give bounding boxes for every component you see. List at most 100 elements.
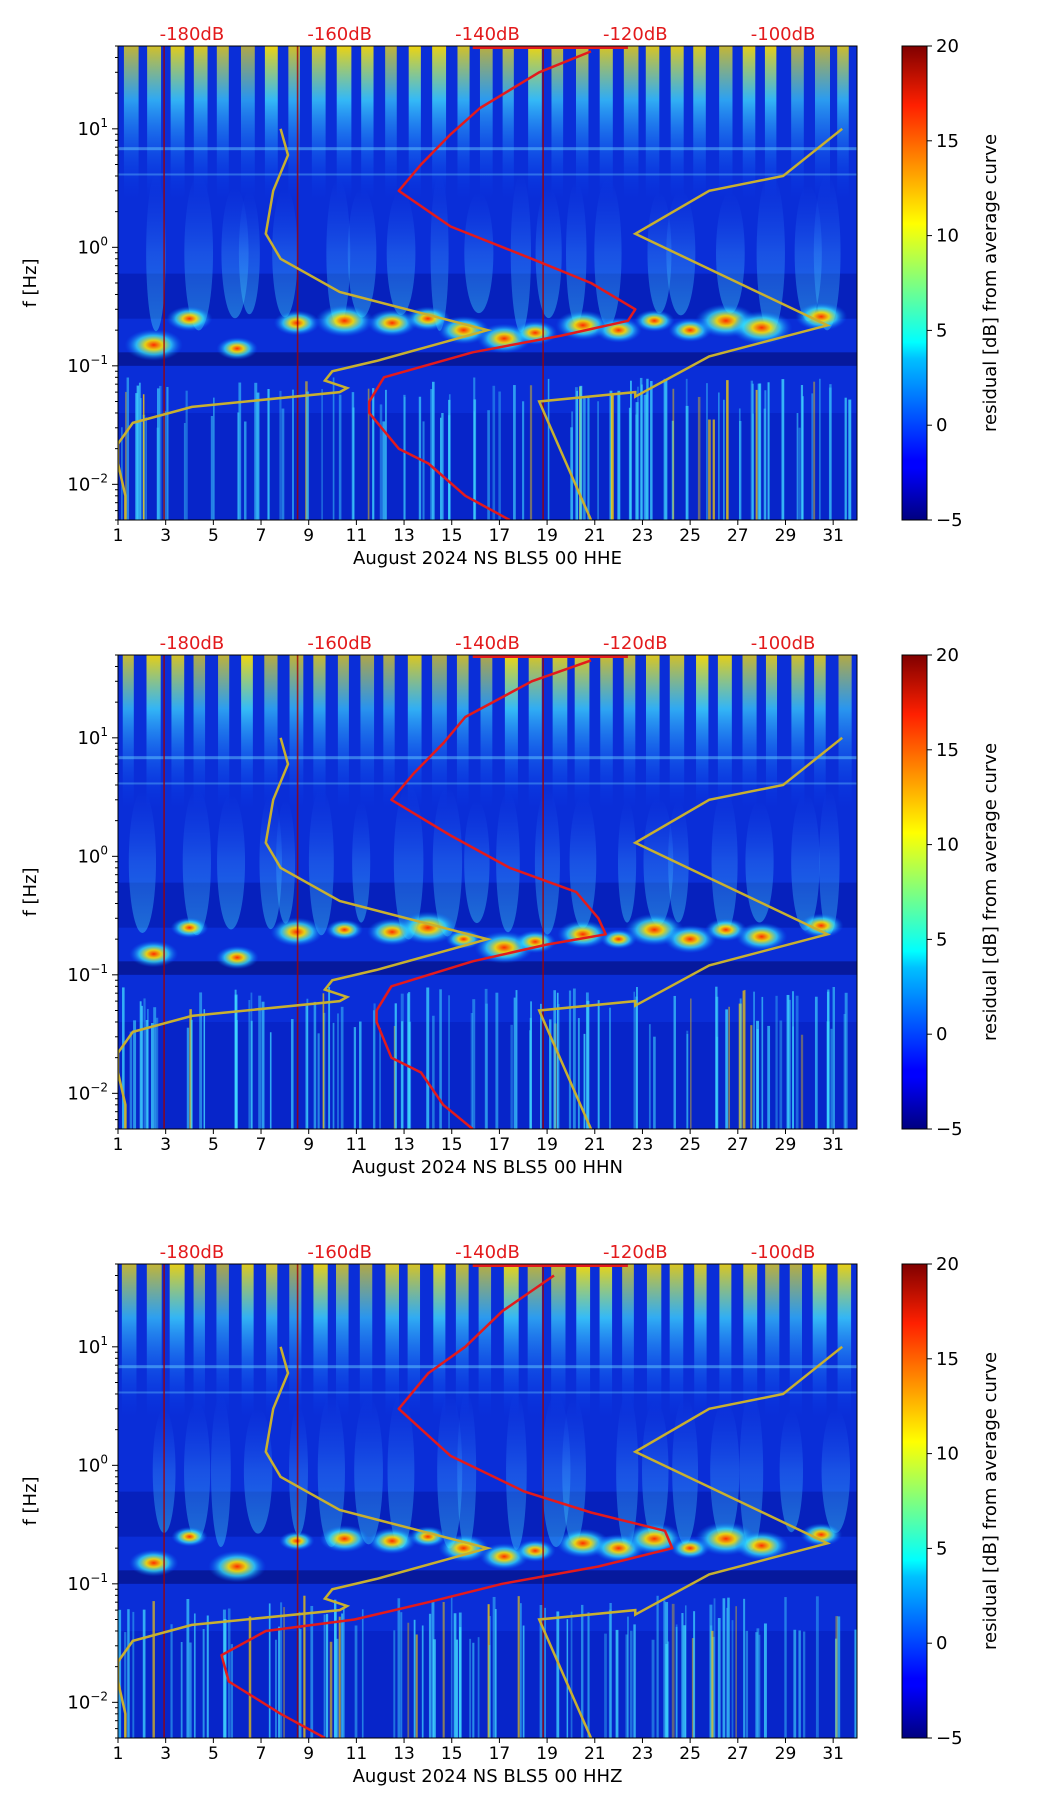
day-streak [218, 655, 230, 810]
lf-spike [183, 422, 186, 520]
x-tick-label: 1 [113, 1744, 124, 1764]
lf-spike [317, 1033, 320, 1129]
lf-spike [494, 1609, 497, 1738]
lf-spike [767, 382, 770, 520]
day-streak [289, 655, 304, 810]
lf-spike [455, 1639, 459, 1738]
lf-spike [574, 387, 578, 520]
glitch-line [542, 46, 544, 520]
plume [437, 1392, 463, 1549]
x-tick-label: 21 [584, 1744, 606, 1764]
db-scale-label: -160dB [307, 24, 372, 45]
lf-spike [292, 389, 294, 520]
db-scale-label: -140dB [455, 633, 520, 654]
plume [238, 191, 260, 315]
plume [794, 184, 822, 322]
microseism-blob [208, 1550, 267, 1583]
lf-spike [332, 1022, 335, 1129]
microseism-blob [438, 1534, 489, 1562]
plume [711, 789, 738, 935]
lf-spike [547, 378, 550, 520]
microseism-blob [270, 917, 324, 947]
lf-spike [450, 1597, 453, 1738]
day-streak [123, 46, 139, 201]
lf-spike [442, 1601, 445, 1738]
lf-spike [441, 413, 444, 520]
lf-spike [793, 1629, 797, 1738]
lf-spike [415, 1634, 418, 1738]
plume [616, 1392, 639, 1549]
lf-spike [155, 1017, 159, 1129]
spectrogram [118, 655, 857, 1129]
lf-spike [193, 1613, 196, 1738]
lf-spike [646, 378, 649, 520]
lf-spike [583, 1033, 586, 1129]
lf-spike [145, 1019, 149, 1129]
plume [289, 1406, 308, 1536]
lf-spike [758, 1634, 761, 1738]
lf-spike [152, 1601, 155, 1738]
lf-spike [303, 1595, 306, 1738]
lf-spike [354, 1625, 358, 1738]
lf-spike [755, 389, 758, 520]
noise-line [118, 782, 857, 785]
lf-spike [675, 1624, 678, 1738]
day-streak [742, 46, 756, 201]
lf-spike [470, 1012, 473, 1129]
median-psd-line [375, 659, 607, 1129]
lf-spike [517, 1596, 520, 1738]
lf-spike [549, 1019, 552, 1129]
microseism-blob [171, 1526, 208, 1547]
lf-spike [139, 1001, 142, 1129]
colorbar-tick-label: 20 [936, 1254, 959, 1275]
lf-spike [118, 1609, 122, 1738]
plume [184, 175, 214, 331]
day-streak [311, 46, 326, 201]
plume [710, 1400, 740, 1542]
lf-spike [834, 1638, 838, 1738]
lf-spike [635, 402, 639, 520]
lf-spike [529, 1030, 532, 1129]
x-tick-label: 1 [113, 526, 124, 546]
lf-spike [848, 399, 852, 520]
plume [276, 799, 296, 924]
lf-spike [767, 1025, 771, 1129]
plume [562, 1397, 586, 1544]
x-tick-label: 31 [822, 1135, 844, 1155]
plume [643, 797, 674, 926]
lf-spike [278, 1626, 281, 1738]
x-tick-label: 15 [441, 1135, 463, 1155]
lf-spike [469, 1638, 472, 1738]
lf-spike [337, 1013, 339, 1129]
plume [128, 790, 157, 933]
lf-spike [803, 1631, 806, 1738]
day-streak [361, 46, 374, 201]
x-tick-label: 19 [536, 526, 558, 546]
lf-spike [684, 1605, 687, 1738]
lf-spike [487, 410, 490, 520]
lf-spike [166, 386, 169, 520]
lf-spike [400, 993, 404, 1129]
db-scale-label: -180dB [160, 633, 225, 654]
day-streak [551, 1264, 566, 1419]
lf-spike [829, 384, 832, 520]
lf-spike [742, 990, 745, 1129]
lf-spike [185, 390, 188, 520]
microseism-blob [734, 1530, 789, 1561]
colorbar-tick-label: 10 [936, 835, 959, 856]
lf-spike [761, 996, 764, 1129]
lf-spike [745, 1630, 749, 1738]
x-tick-label: 13 [393, 526, 415, 546]
day-streak [169, 1264, 185, 1419]
lf-spike [792, 1026, 794, 1129]
x-tick-label: 9 [303, 1135, 314, 1155]
lf-spike [291, 1019, 294, 1129]
x-tick-label: 7 [256, 1135, 267, 1155]
lf-spike [835, 1616, 839, 1738]
lf-spike [568, 990, 572, 1129]
glitch-line [296, 655, 299, 1129]
x-tick-label: 11 [346, 526, 368, 546]
day-streak [193, 46, 208, 201]
lf-spike [775, 995, 778, 1129]
lf-spike [222, 1609, 226, 1738]
